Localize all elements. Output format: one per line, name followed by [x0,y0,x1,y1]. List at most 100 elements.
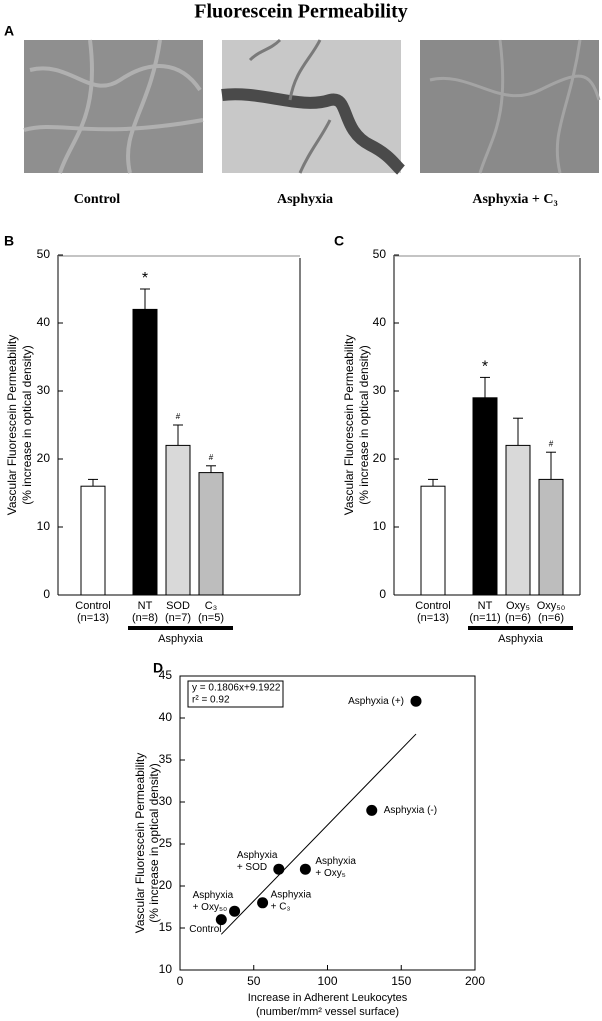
panel-letter: A [4,23,14,39]
x-tick-label: SOD [166,600,190,612]
bar [472,397,498,596]
significance-marker: # [176,412,181,421]
bar [505,444,531,596]
point-label: Asphyxia (-) [384,805,437,816]
point [299,863,311,875]
y-tick-label: 50 [373,247,387,261]
figure-title: Fluorescein Permeability [194,1,407,23]
x-tick-label: C₃ [205,600,217,612]
n-label: (n=8) [132,612,158,624]
image-caption: Asphyxia [277,192,333,207]
point-label: + SOD [237,862,267,873]
bar [420,485,446,596]
n-label: (n=13) [77,612,109,624]
micrograph [23,39,204,174]
y-tick-label: 10 [37,519,51,533]
bar [165,444,191,596]
y-tick-label: 30 [159,794,173,808]
micrograph [221,38,406,175]
x-tick-label: Oxy₅₀ [537,600,566,612]
y-axis-label: Vascular Fluorescein Permeability [342,335,356,516]
y-tick-label: 40 [37,315,51,329]
y-tick-label: 10 [373,519,387,533]
group-bracket [468,626,573,630]
group-label: Asphyxia [498,633,544,645]
equation: y = 0.1806x+9.1922 [192,683,281,694]
group-bracket [128,626,233,630]
n-label: (n=5) [198,612,224,624]
y-tick-label: 10 [159,962,173,976]
x-tick-label: 200 [465,974,485,988]
y-axis-label: Vascular Fluorescein Permeability [133,753,147,934]
equation-box [187,680,284,708]
panel-letter: B [4,233,14,249]
point-label: Asphyxia (+) [348,696,404,707]
point-label: Asphyxia [315,856,356,867]
n-label: (n=6) [505,612,531,624]
fit-line [220,733,417,935]
point-label: Asphyxia [271,889,312,900]
n-label: (n=13) [417,612,449,624]
micrograph [420,39,601,174]
n-label: (n=6) [538,612,564,624]
point [257,897,269,909]
plot-frame [179,675,476,971]
y-tick-label: 40 [159,710,173,724]
significance-marker: # [209,453,214,462]
y-tick-label: 35 [159,752,173,766]
y-tick-label: 20 [373,451,387,465]
x-tick-label: 150 [391,974,411,988]
point [215,914,227,926]
x-axis-label: Increase in Adherent Leukocytes [248,992,408,1004]
x-tick-label: 0 [177,974,184,988]
y-tick-label: 30 [37,383,51,397]
point-label: + Oxy₅ [315,868,345,879]
point [229,905,241,917]
image-caption: Control [74,192,121,207]
x-tick-label: Control [415,600,450,612]
point [273,863,285,875]
point-label: Control [189,924,221,935]
y-tick-label: 45 [159,668,173,682]
equation: r² = 0.92 [192,695,230,706]
bar [198,472,224,596]
significance-marker: # [549,439,554,448]
y-axis-label: (% increase in optical density) [20,345,34,504]
x-tick-label: 50 [247,974,261,988]
point [366,804,378,816]
y-tick-label: 20 [159,878,173,892]
y-tick-label: 30 [373,383,387,397]
y-tick-label: 40 [373,315,387,329]
y-tick-label: 15 [159,920,173,934]
point-label: + C₃ [271,901,291,912]
group-label: Asphyxia [158,633,204,645]
bar [132,308,158,596]
x-tick-label: NT [138,600,153,612]
point-label: Asphyxia [193,890,234,901]
panel-letter: C [334,233,344,249]
x-axis-label: (number/mm² vessel surface) [256,1006,399,1018]
x-tick-label: 100 [317,974,337,988]
significance-marker: * [482,359,488,376]
bar [538,478,564,596]
y-tick-label: 25 [159,836,173,850]
point-label: Asphyxia [237,850,278,861]
y-tick-label: 50 [37,247,51,261]
x-tick-label: NT [478,600,493,612]
point-label: + Oxy₅₀ [193,902,228,913]
image-caption: Asphyxia + C₃ [472,192,557,207]
y-axis-label: Vascular Fluorescein Permeability [5,335,19,516]
y-tick-label: 0 [379,587,386,601]
significance-marker: * [142,270,148,287]
y-axis-label: (% increase in optical density) [357,345,371,504]
y-tick-label: 20 [37,451,51,465]
n-label: (n=7) [165,612,191,624]
panel-letter: D [153,660,163,676]
y-axis-label: (% increase in optical density) [147,763,161,922]
bar [80,485,106,596]
x-tick-label: Control [75,600,110,612]
y-tick-label: 0 [43,587,50,601]
n-label: (n=11) [469,612,500,624]
x-tick-label: Oxy₅ [506,600,530,612]
